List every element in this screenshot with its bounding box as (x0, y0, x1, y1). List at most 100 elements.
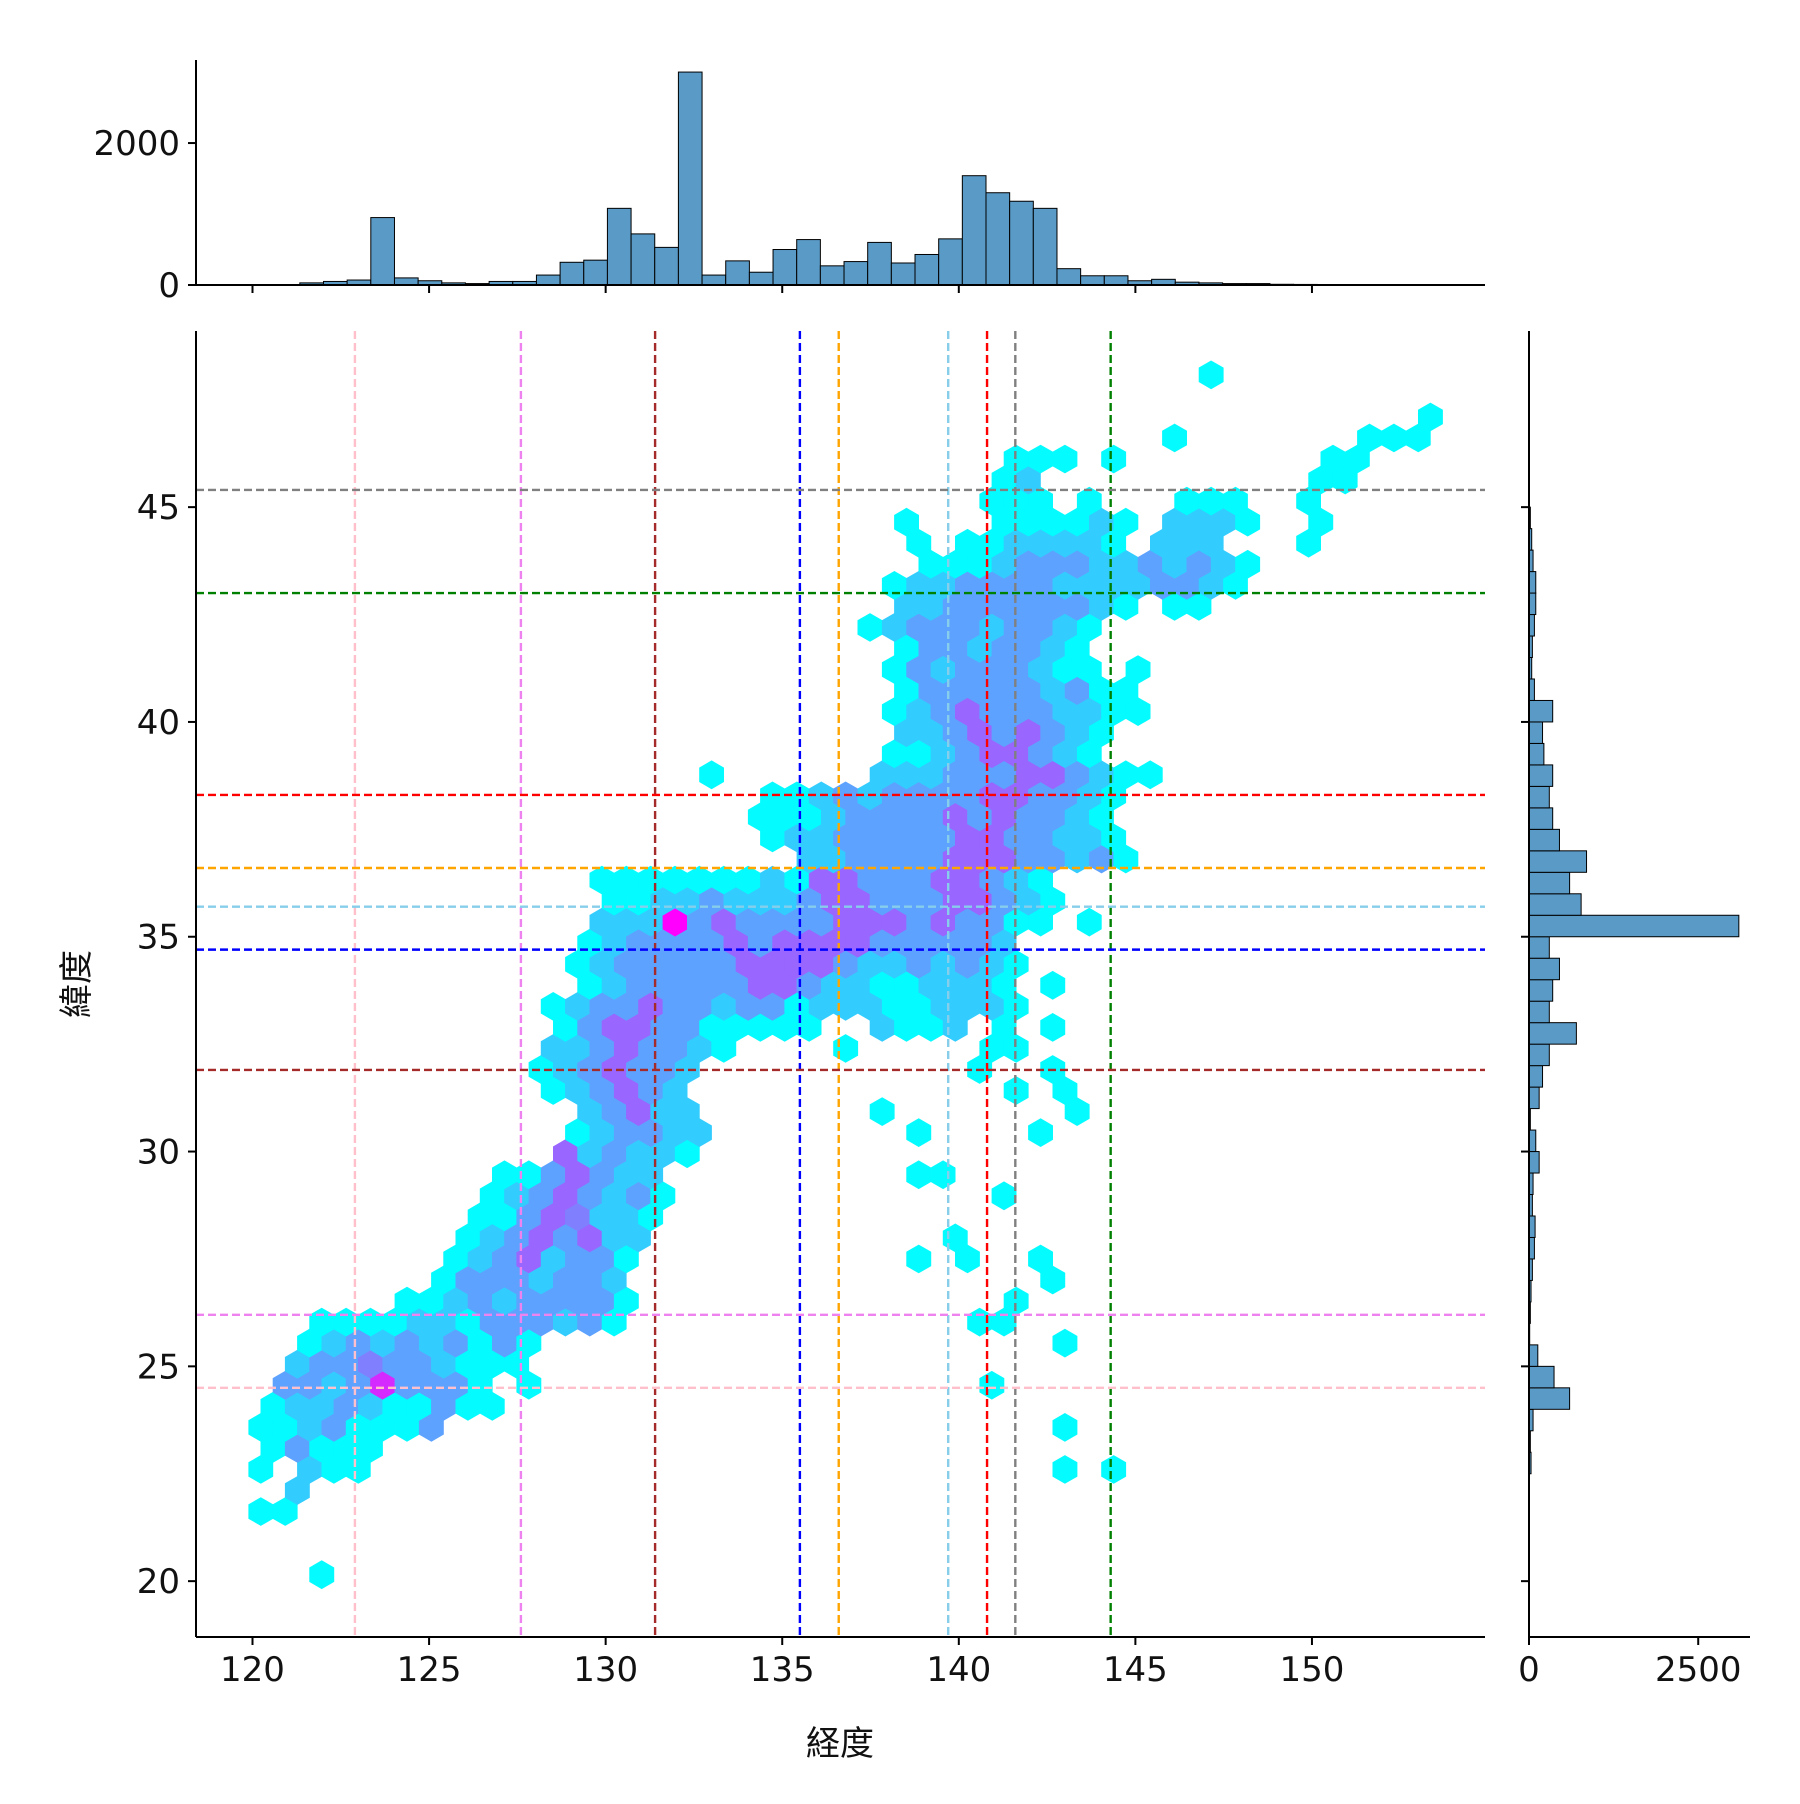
histogram-bar (607, 208, 631, 285)
y-tick-label: 40 (137, 703, 180, 743)
y-tick-label: 2000 (93, 124, 180, 164)
histogram-bar (584, 260, 608, 285)
histogram-bar (962, 176, 986, 285)
y-tick-label: 25 (137, 1347, 180, 1387)
hex-cell (931, 1160, 956, 1189)
histogram-bar (631, 234, 655, 285)
x-tick-label: 130 (573, 1650, 638, 1690)
x-tick-label: 120 (220, 1650, 285, 1690)
y-tick-label: 0 (158, 266, 180, 306)
histogram-bar (1529, 700, 1553, 721)
histogram-bar (1529, 593, 1536, 614)
histogram-bar (536, 275, 560, 285)
x-tick-label: 2500 (1655, 1650, 1742, 1690)
hex-cell (906, 1245, 931, 1274)
hex-cell (858, 613, 883, 642)
histogram-bar (1529, 1366, 1554, 1387)
histogram-bar (1081, 276, 1105, 285)
y-axis-label: 緯度 (57, 950, 97, 1018)
histogram-bar (939, 239, 963, 285)
histogram-bar (1529, 1152, 1539, 1173)
histogram-bar (1529, 1130, 1536, 1151)
x-tick-label: 145 (1103, 1650, 1168, 1690)
histogram-bar (1529, 829, 1559, 850)
hex-cell (1053, 1413, 1078, 1442)
hex-cell (248, 1497, 273, 1526)
histogram-bar (1529, 958, 1559, 979)
histogram-bar (1057, 269, 1081, 285)
hex-cell (1053, 1455, 1078, 1484)
histogram-bar (1529, 851, 1587, 872)
hex-cell (699, 760, 724, 789)
histogram-bar (1529, 765, 1553, 786)
hex-cell (1101, 1455, 1126, 1484)
hex-cell (906, 1118, 931, 1147)
x-tick-label: 150 (1280, 1650, 1345, 1690)
hex-cell (1040, 1013, 1065, 1042)
histogram-bar (1529, 1044, 1549, 1065)
histogram-bar (749, 272, 773, 285)
histogram-bar (844, 262, 868, 285)
histogram-bar (915, 254, 939, 285)
histogram-bar (1529, 743, 1544, 764)
histogram-bar (820, 266, 844, 285)
hex-cell (309, 1560, 334, 1589)
histogram-bar (1529, 1345, 1538, 1366)
histogram-bar (1529, 1087, 1539, 1108)
histogram-bar (1529, 1388, 1570, 1409)
histogram-bar (726, 261, 750, 285)
hex-cell (992, 1181, 1017, 1210)
histogram-bar (678, 72, 702, 285)
histogram-bar (1529, 894, 1581, 915)
hex-cell (870, 1097, 895, 1126)
histogram-bar (797, 240, 821, 285)
histogram-bar (1529, 980, 1553, 1001)
hex-cell (1138, 760, 1163, 789)
x-tick-label: 0 (1518, 1650, 1540, 1690)
hex-cell (833, 1034, 858, 1063)
y-tick-label: 45 (137, 488, 180, 528)
histogram-bar (1529, 872, 1570, 893)
histogram-bar (371, 218, 395, 285)
hex-cell (1162, 424, 1187, 453)
histogram-bar (1529, 1066, 1543, 1087)
hex-cell (1101, 445, 1126, 474)
histogram-bar (891, 263, 915, 285)
y-tick-label: 35 (137, 918, 180, 958)
histogram-bar (1033, 208, 1057, 285)
histogram-bar (1010, 201, 1034, 285)
hex-cell (967, 1308, 992, 1337)
x-tick-label: 140 (926, 1650, 991, 1690)
histogram-bar (1104, 276, 1128, 285)
histogram-bar (986, 193, 1010, 285)
hex-cell (1053, 1329, 1078, 1358)
histogram-bar (1529, 937, 1549, 958)
histogram-bar (1529, 786, 1549, 807)
histogram-bar (655, 247, 679, 285)
histogram-bar (1529, 915, 1739, 936)
histogram-bar (773, 250, 797, 285)
histogram-bar (394, 278, 418, 285)
histogram-bar (1529, 808, 1553, 829)
histogram-bar (1529, 1023, 1576, 1044)
hex-cell (1040, 971, 1065, 1000)
hex-cell (1077, 908, 1102, 937)
hex-cell (1053, 445, 1078, 474)
histogram-bar (560, 262, 584, 285)
y-tick-label: 30 (137, 1133, 180, 1173)
histogram-bar (1529, 1001, 1549, 1022)
hex-cell (1028, 1118, 1053, 1147)
y-tick-label: 20 (137, 1562, 180, 1602)
hex-cell (906, 1160, 931, 1189)
hexbin (248, 361, 1443, 1590)
histogram-bar (1529, 722, 1543, 743)
hex-cell (1199, 361, 1224, 390)
hex-cell (979, 1371, 1004, 1400)
histogram-bar (702, 275, 726, 285)
histogram-bar (868, 242, 892, 285)
x-axis-label: 経度 (806, 1724, 874, 1764)
histogram-bar (1529, 572, 1536, 593)
hex-cell (1381, 424, 1406, 453)
x-tick-label: 135 (750, 1650, 815, 1690)
